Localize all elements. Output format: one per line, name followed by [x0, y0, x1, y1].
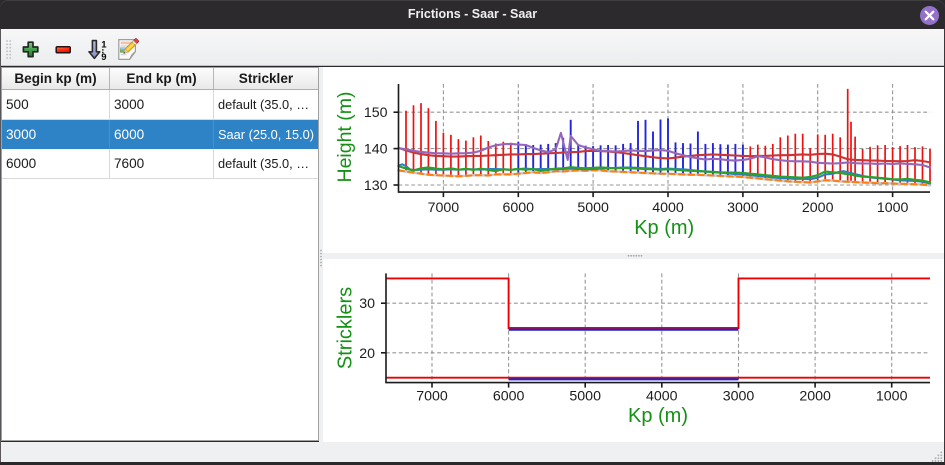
svg-text:5000: 5000 — [569, 389, 601, 405]
svg-text:9: 9 — [101, 52, 106, 61]
svg-text:7000: 7000 — [416, 389, 448, 405]
svg-text:4000: 4000 — [646, 389, 678, 405]
svg-text:Height (m): Height (m) — [334, 91, 356, 182]
svg-text:6000: 6000 — [493, 389, 525, 405]
svg-text:Stricklers: Stricklers — [335, 287, 357, 369]
svg-text:30: 30 — [359, 296, 375, 312]
svg-text:140: 140 — [364, 142, 388, 158]
svg-text:3000: 3000 — [727, 200, 759, 216]
svg-text:2000: 2000 — [802, 200, 834, 216]
svg-text:1: 1 — [101, 39, 107, 50]
svg-text:4000: 4000 — [652, 200, 684, 216]
svg-text:20: 20 — [359, 346, 375, 362]
svg-text:5000: 5000 — [577, 200, 609, 216]
svg-text:1000: 1000 — [877, 200, 909, 216]
svg-text:2000: 2000 — [799, 389, 831, 405]
svg-text:3000: 3000 — [723, 389, 755, 405]
svg-text:7000: 7000 — [428, 200, 460, 216]
svg-text:150: 150 — [364, 105, 388, 121]
svg-text:Kp (m): Kp (m) — [628, 405, 688, 427]
svg-text:6000: 6000 — [503, 200, 535, 216]
svg-text:1000: 1000 — [876, 389, 908, 405]
svg-text:130: 130 — [364, 178, 388, 194]
svg-text:Kp (m): Kp (m) — [634, 217, 694, 239]
